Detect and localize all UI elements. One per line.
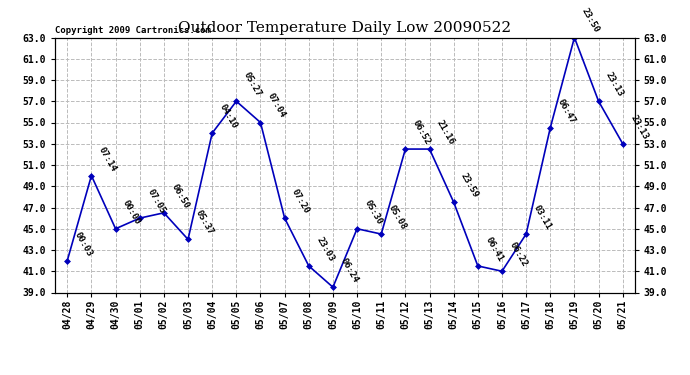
- Text: 23:13: 23:13: [604, 71, 625, 99]
- Text: 07:14: 07:14: [97, 145, 118, 173]
- Text: 07:05: 07:05: [146, 188, 166, 215]
- Text: 06:24: 06:24: [339, 256, 359, 284]
- Text: 00:00: 00:00: [121, 198, 142, 226]
- Text: 05:27: 05:27: [242, 71, 263, 99]
- Text: 00:03: 00:03: [73, 230, 94, 258]
- Text: 05:30: 05:30: [363, 198, 384, 226]
- Text: 06:22: 06:22: [508, 241, 529, 268]
- Text: Copyright 2009 Cartronics.com: Copyright 2009 Cartronics.com: [55, 26, 211, 35]
- Title: Outdoor Temperature Daily Low 20090522: Outdoor Temperature Daily Low 20090522: [179, 21, 511, 35]
- Text: 04:10: 04:10: [218, 103, 239, 130]
- Text: 23:59: 23:59: [460, 172, 480, 200]
- Text: 06:52: 06:52: [411, 118, 432, 146]
- Text: 21:16: 21:16: [435, 118, 456, 146]
- Text: 06:47: 06:47: [556, 97, 577, 125]
- Text: 06:50: 06:50: [170, 182, 190, 210]
- Text: 07:20: 07:20: [290, 188, 311, 215]
- Text: 23:50: 23:50: [580, 7, 601, 35]
- Text: 06:41: 06:41: [484, 236, 504, 263]
- Text: 03:11: 03:11: [532, 204, 553, 231]
- Text: 05:37: 05:37: [194, 209, 215, 237]
- Text: 23:03: 23:03: [315, 236, 335, 263]
- Text: 23:13: 23:13: [629, 113, 649, 141]
- Text: 07:04: 07:04: [266, 92, 287, 120]
- Text: 05:08: 05:08: [387, 204, 408, 231]
